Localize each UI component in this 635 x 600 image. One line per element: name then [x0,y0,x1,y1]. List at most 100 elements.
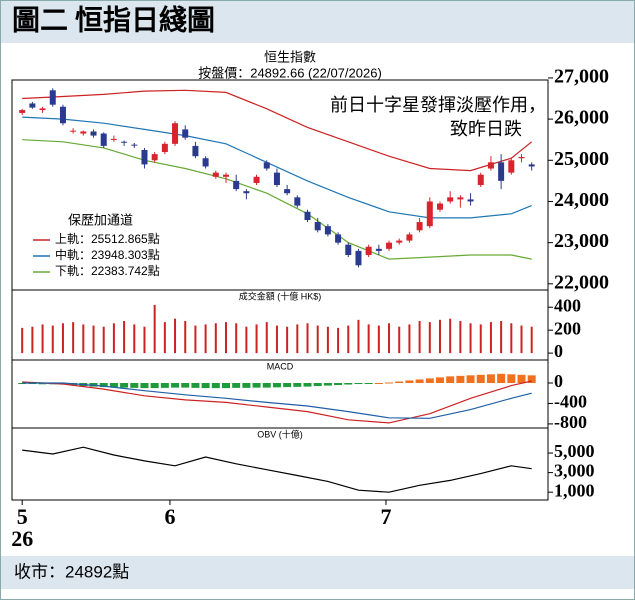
volume-bar [31,326,34,354]
candle-body [110,138,117,140]
histogram-bar [283,383,292,388]
volume-bar [153,304,156,354]
candle-body [365,246,372,255]
histogram-bar [374,383,383,385]
histogram-bar [415,379,424,384]
candle-body [273,172,280,185]
legend-label: 下軌：22383.742點 [55,263,160,278]
volume-bar [72,322,75,354]
annotation: 致昨日跌 [450,119,522,139]
histogram-bar [150,383,159,389]
histogram-bar [425,378,434,384]
chart-title: 恒生指數 [264,49,316,64]
candle-body [314,222,321,231]
candle-body [386,242,393,249]
y-tick-label: 200 [554,318,581,338]
histogram-bar [527,375,536,384]
volume-bar [245,326,248,354]
volume-bar [438,319,441,354]
histogram-bar [476,374,485,384]
histogram-bar [344,383,353,385]
histogram-bar [130,383,139,388]
histogram-bar [232,383,241,388]
series-line [22,116,532,219]
histogram-bar [191,383,200,388]
y-tick-label: 27,000 [554,66,609,88]
candle-body [182,129,189,138]
volume-bar [408,324,411,354]
histogram-bar [109,383,118,388]
candle-body [212,172,219,177]
histogram-bar [507,374,516,384]
panel-title: 成交金額 (十億 HK$) [239,290,322,301]
y-tick-label: 5,000 [554,441,595,461]
y-tick-label: 26,000 [554,107,609,129]
y-tick-label: -400 [554,392,587,412]
histogram-bar [18,383,27,385]
volume-bar [530,326,533,354]
volume-bar [92,325,95,354]
candle-body [172,123,179,144]
candle-body [222,174,229,177]
volume-bar [510,323,513,354]
volume-bar [265,322,268,354]
volume-bar [489,322,492,354]
x-year-label: 26 [11,526,33,551]
histogram-bar [385,382,394,384]
histogram-bar [354,383,363,385]
histogram-bar [120,383,129,388]
y-tick-label: 1,000 [554,480,595,500]
candle-body [406,234,413,241]
legend-label: 中軌：23948.303點 [55,247,160,262]
y-tick-label: 23,000 [554,230,609,252]
candle-body [498,162,505,181]
candle-body [528,164,535,167]
candle-body [161,143,168,153]
histogram-bar [221,383,230,389]
volume-bar [326,326,329,354]
histogram-bar [160,383,169,388]
series-line [22,446,532,493]
series-line [22,139,532,260]
volume-bar [357,319,360,354]
volume-bar [204,324,207,354]
candle-body [131,144,138,146]
histogram-bar [38,383,47,385]
legend-title: 保歷加通道 [68,212,133,227]
candle-body [192,145,199,157]
volume-bar [275,325,278,354]
candle-body [202,158,209,167]
volume-bar [21,327,24,354]
histogram-bar [201,383,210,389]
footer-band [1,556,634,589]
histogram-bar [262,383,271,388]
volume-bar [82,324,85,354]
histogram-bar [323,383,332,386]
candle-body [508,160,515,173]
volume-bar [469,323,472,354]
volume-bar [184,320,187,354]
y-tick-label: 25,000 [554,148,609,170]
volume-bar [520,325,523,354]
candle-body [324,226,331,235]
candle-body [70,130,77,132]
candle-body [457,197,464,200]
volume-bar [194,325,197,354]
candle-body [294,197,301,206]
candle-body [100,133,107,146]
histogram-bar [405,380,414,384]
annotation: 前日十字星發揮淡壓作用， [330,95,546,115]
volume-bar [174,318,177,354]
histogram-bar [456,375,465,384]
histogram-bar [99,383,108,388]
volume-bar [286,326,289,354]
volume-bar [296,324,299,354]
legend-label: 上軌：25512.865點 [55,231,160,246]
volume-bar [367,324,370,354]
title-band [1,1,634,43]
candle-body [121,141,128,143]
y-tick-label: 22,000 [554,271,609,293]
histogram-bar [395,381,404,384]
y-tick-label: -800 [554,412,587,432]
